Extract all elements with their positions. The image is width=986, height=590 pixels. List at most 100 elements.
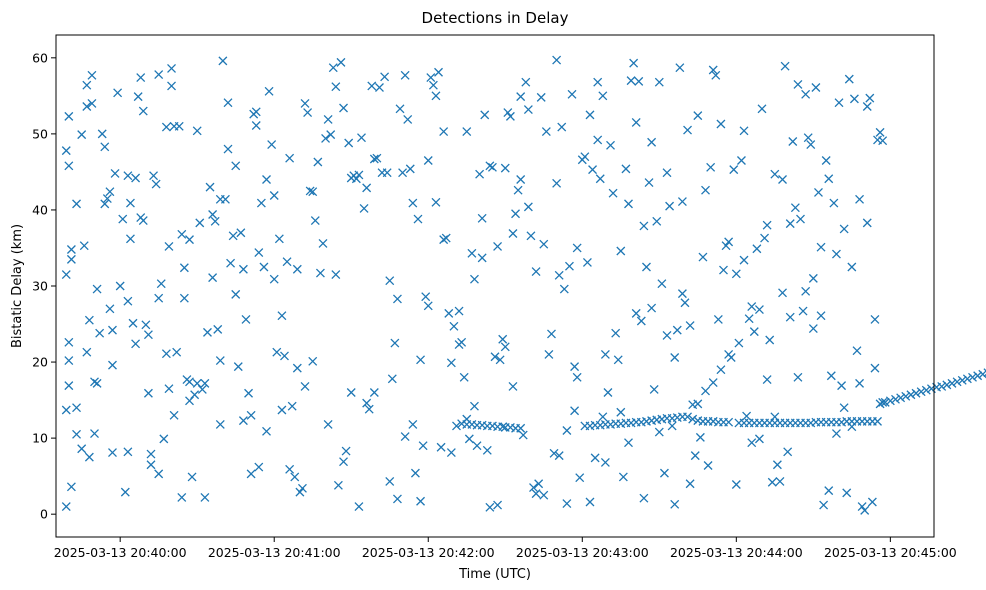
data-point-marker [477,213,487,223]
data-point-marker [862,218,872,228]
data-point-marker [675,63,685,73]
data-point-marker [595,174,605,184]
data-point-marker [855,378,865,388]
data-point-marker [608,188,618,198]
data-point-marker [734,338,744,348]
data-point-marker [716,365,726,375]
data-point-marker [677,289,687,299]
data-point-marker [405,164,415,174]
data-point-marker [125,198,135,208]
data-point-marker [831,249,841,259]
x-tick-label: 2025-03-13 20:42:00 [362,545,495,560]
data-point-marker [200,378,210,388]
data-point-marker [444,308,454,318]
data-point-marker [503,108,513,118]
data-point-marker [308,187,318,197]
data-point-marker [192,126,202,136]
data-point-marker [354,170,364,180]
data-point-marker [498,422,508,432]
data-point-marker [131,339,141,349]
data-point-marker [531,489,541,499]
data-point-marker [801,286,811,296]
data-point-marker [403,114,413,124]
data-point-marker [285,153,295,163]
data-point-marker [552,178,562,188]
data-point-marker [570,362,580,372]
data-point-marker [762,220,772,230]
data-point-marker [423,301,433,311]
data-point-marker [521,77,531,87]
data-point-marker [821,156,831,165]
data-point-marker [523,105,533,114]
data-point-marker [731,269,741,279]
data-point-marker [123,447,133,457]
data-point-marker [138,106,148,116]
data-point-marker [385,477,395,486]
data-point-marker [439,127,449,137]
data-point-marker [693,111,703,121]
data-point-marker [844,74,854,84]
data-point-marker [367,81,377,91]
data-point-marker [300,381,310,391]
data-point-marker [688,414,698,424]
data-point-marker [464,434,474,444]
data-point-marker [108,325,117,335]
data-point-marker [624,199,633,209]
data-point-marker [151,179,161,189]
data-point-marker [701,386,710,396]
data-point-marker [683,412,693,422]
data-point-marker [559,284,569,294]
data-point-marker [208,210,218,219]
data-point-marker [467,248,477,258]
data-point-marker [878,136,888,146]
data-point-marker [113,88,123,98]
data-point-marker [326,130,336,140]
data-point-marker [672,325,682,335]
data-point-marker [146,460,156,470]
data-point-marker [385,276,395,286]
data-point-marker [891,394,900,404]
data-point-marker [133,92,143,102]
data-point-marker [169,410,179,420]
y-axis-label: Bistatic Delay (km) [10,224,25,348]
data-point-marker [757,104,767,114]
y-tick-label: 10 [32,431,48,446]
data-point-marker [885,396,895,406]
data-point-marker [446,358,456,368]
data-point-marker [82,347,92,357]
data-point-marker [313,157,323,167]
data-point-marker [647,137,657,147]
data-point-marker [64,381,74,391]
data-point-marker [323,419,333,429]
data-point-marker [115,281,125,291]
data-point-marker [138,216,148,226]
data-point-marker [143,330,153,340]
data-point-marker [716,119,726,129]
data-point-marker [780,61,790,71]
data-point-marker [272,347,282,357]
data-point-marker [475,169,485,179]
data-point-marker [300,98,310,108]
data-point-marker [364,404,374,414]
data-point-marker [860,505,870,515]
data-point-marker [400,432,410,442]
data-point-marker [590,453,600,463]
data-point-marker [657,279,667,289]
data-point-marker [639,493,649,503]
data-point-marker [218,56,228,66]
data-point-marker [380,72,390,82]
data-point-marker [626,76,636,86]
data-point-marker [739,255,749,265]
data-point-marker [539,239,549,249]
data-point-marker [572,243,582,253]
data-point-marker [731,480,741,489]
data-point-marker [708,378,718,388]
data-point-marker [256,198,266,208]
data-point-marker [685,321,695,331]
data-point-marker [808,324,818,334]
data-point-marker [362,398,372,408]
data-point-marker [541,127,551,137]
data-point-marker [703,461,713,470]
data-point-marker [957,375,967,385]
data-point-marker [161,349,171,359]
